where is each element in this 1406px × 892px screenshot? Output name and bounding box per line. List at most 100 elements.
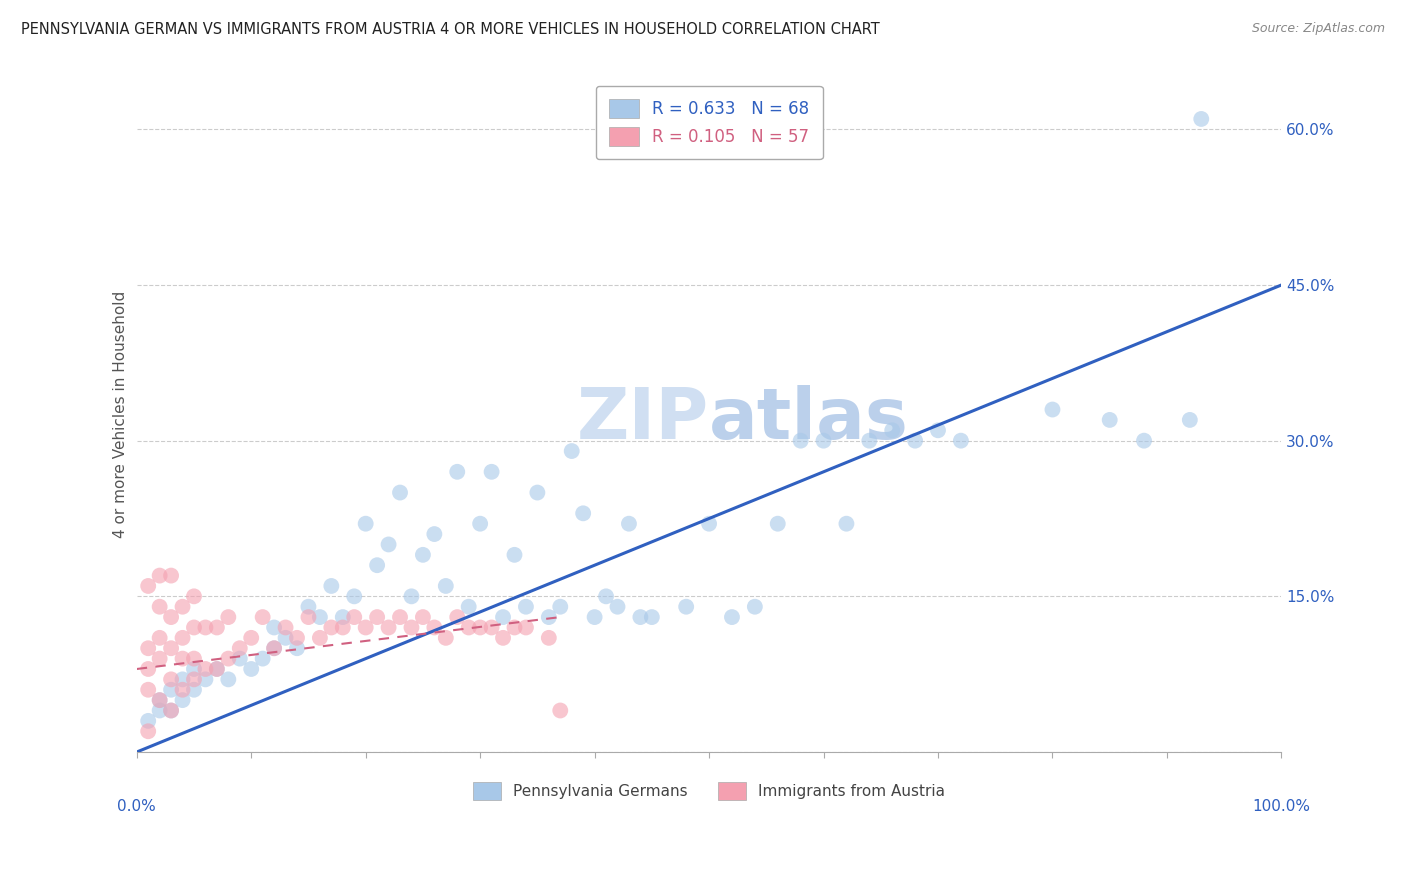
Point (377, 537, 399, 551)
Point (835, 516, 858, 531)
Point (194, 662, 217, 676)
Point (343, 610, 366, 624)
Point (149, 631, 172, 645)
Point (136, 579, 159, 593)
Point (468, 516, 491, 531)
Point (263, 641, 285, 656)
Text: 0.0%: 0.0% (117, 798, 156, 814)
Point (160, 704, 183, 718)
Point (149, 568, 172, 582)
Point (401, 590, 423, 604)
Point (366, 610, 388, 624)
Point (136, 682, 159, 697)
Point (882, 423, 904, 437)
Point (297, 610, 319, 624)
Point (183, 620, 205, 634)
Point (263, 641, 285, 656)
Point (240, 631, 263, 645)
Point (229, 641, 252, 656)
Point (515, 599, 537, 614)
Point (136, 714, 159, 728)
Text: PENNSYLVANIA GERMAN VS IMMIGRANTS FROM AUSTRIA 4 OR MORE VEHICLES IN HOUSEHOLD C: PENNSYLVANIA GERMAN VS IMMIGRANTS FROM A… (21, 22, 880, 37)
Point (401, 620, 423, 634)
Point (423, 527, 446, 541)
Text: 100.0%: 100.0% (1253, 798, 1310, 814)
Point (1042, 402, 1064, 417)
Point (183, 682, 205, 697)
Point (526, 485, 548, 500)
Point (904, 434, 927, 448)
Point (503, 620, 526, 634)
Point (240, 662, 263, 676)
Point (492, 631, 515, 645)
Point (160, 610, 183, 624)
Y-axis label: 4 or more Vehicles in Household: 4 or more Vehicles in Household (114, 291, 128, 539)
Point (813, 434, 835, 448)
Point (1098, 413, 1121, 427)
Point (354, 620, 377, 634)
Point (1133, 434, 1156, 448)
Point (263, 620, 285, 634)
Point (217, 651, 239, 665)
Point (194, 620, 217, 634)
Point (1178, 413, 1201, 427)
Point (766, 516, 789, 531)
Point (492, 610, 515, 624)
Point (789, 434, 811, 448)
Point (274, 631, 297, 645)
Point (205, 662, 228, 676)
Point (927, 423, 949, 437)
Point (160, 641, 183, 656)
Legend: Pennsylvania Germans, Immigrants from Austria: Pennsylvania Germans, Immigrants from Au… (461, 770, 957, 812)
Point (617, 516, 640, 531)
Point (285, 641, 308, 656)
Point (721, 610, 744, 624)
Text: Source: ZipAtlas.com: Source: ZipAtlas.com (1251, 22, 1385, 36)
Point (205, 662, 228, 676)
Point (172, 599, 194, 614)
Point (194, 673, 217, 687)
Point (172, 651, 194, 665)
Point (537, 631, 560, 645)
Point (572, 506, 595, 520)
Point (321, 579, 343, 593)
Point (297, 599, 319, 614)
Text: atlas: atlas (709, 385, 908, 454)
Point (354, 516, 377, 531)
Point (274, 620, 297, 634)
Point (628, 610, 651, 624)
Point (503, 548, 526, 562)
Point (183, 651, 205, 665)
Point (149, 651, 172, 665)
Point (160, 682, 183, 697)
Point (561, 444, 583, 458)
Point (229, 651, 252, 665)
Point (217, 673, 239, 687)
Point (949, 434, 972, 448)
Point (136, 724, 159, 739)
Point (366, 558, 388, 573)
Point (172, 693, 194, 707)
Point (641, 610, 664, 624)
Point (481, 465, 503, 479)
Point (468, 620, 491, 634)
Point (160, 704, 183, 718)
Point (434, 631, 457, 645)
Point (675, 599, 697, 614)
Point (548, 704, 571, 718)
Point (744, 599, 766, 614)
Point (205, 620, 228, 634)
Point (434, 579, 457, 593)
Text: ZIP: ZIP (576, 385, 709, 454)
Point (1189, 112, 1212, 126)
Point (160, 568, 183, 582)
Point (172, 631, 194, 645)
Point (309, 610, 332, 624)
Point (285, 631, 308, 645)
Point (136, 662, 159, 676)
Point (697, 516, 720, 531)
Point (183, 590, 205, 604)
Point (172, 673, 194, 687)
Point (343, 590, 366, 604)
Point (423, 620, 446, 634)
